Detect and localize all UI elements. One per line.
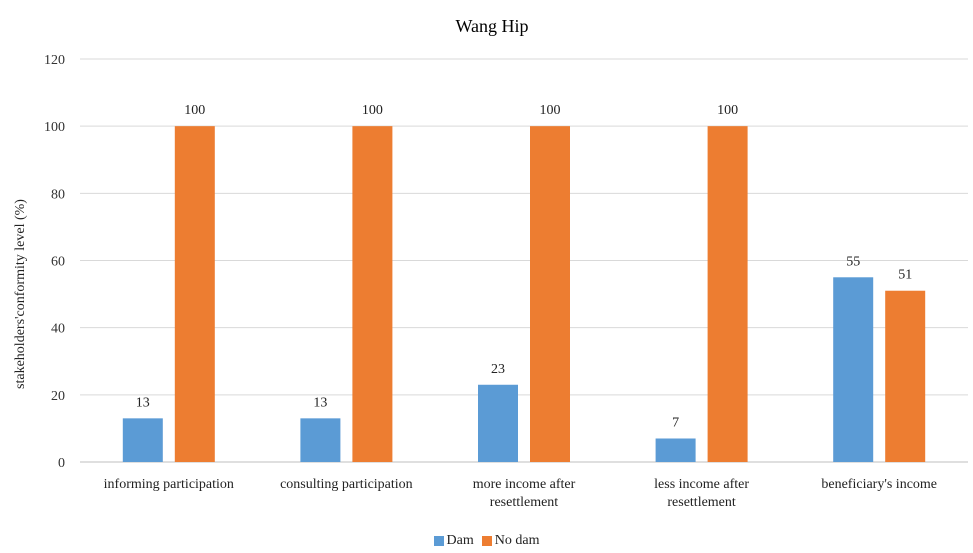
y-axis-ticks: 0 20 40 60 80 100 120 [44, 53, 65, 471]
bar-dam [478, 384, 518, 462]
category-labels: informing participation consulting partic… [104, 477, 937, 510]
legend: Dam No dam [0, 533, 973, 549]
bar-no-dam [885, 290, 926, 462]
legend-swatch-no-dam [481, 536, 492, 546]
y-tick-label: 80 [51, 187, 65, 202]
category-label: less income after resettlement [654, 477, 749, 510]
y-tick-label: 0 [58, 456, 65, 471]
legend-label-dam: Dam [446, 533, 474, 548]
data-label: 13 [313, 395, 327, 410]
bar-dam [300, 418, 341, 462]
y-tick-label: 120 [44, 53, 65, 68]
data-label: 7 [672, 415, 679, 430]
bar-dam [833, 277, 874, 462]
data-label: 55 [846, 254, 860, 269]
data-labels: 13 100 13 100 23 100 7 100 55 51 [136, 103, 912, 430]
legend-item-no-dam: No dam [481, 533, 540, 549]
data-label: 100 [362, 103, 383, 118]
data-label: 100 [717, 103, 738, 118]
bars [122, 126, 926, 463]
y-tick-label: 40 [51, 322, 65, 337]
bar-no-dam [352, 126, 393, 463]
y-tick-label: 60 [51, 255, 65, 270]
data-label: 100 [184, 103, 205, 118]
category-label: consulting participation [280, 477, 413, 492]
data-label: 100 [540, 103, 561, 118]
legend-item-dam: Dam [433, 533, 474, 549]
y-axis-label: stakeholders'conformity level (%) [13, 199, 28, 389]
bar-no-dam [174, 126, 215, 463]
bar-dam [122, 418, 163, 462]
gridlines [80, 58, 968, 463]
y-tick-label: 20 [51, 389, 65, 404]
category-label: informing participation [104, 477, 234, 492]
legend-label-no-dam: No dam [494, 533, 540, 548]
data-label: 13 [136, 395, 150, 410]
legend-swatch-dam [433, 536, 444, 546]
bar-dam [655, 438, 696, 462]
category-label: more income after resettlement [473, 477, 576, 510]
chart: Wang Hip 0 20 40 60 80 100 120 stakeholders'co… [13, 16, 968, 510]
data-label: 23 [491, 362, 505, 377]
bar-no-dam [530, 126, 570, 463]
data-label: 51 [898, 268, 912, 283]
y-tick-label: 100 [44, 120, 65, 135]
bar-no-dam [707, 126, 748, 463]
category-label: beneficiary's income [821, 477, 937, 492]
chart-title: Wang Hip [455, 16, 528, 36]
